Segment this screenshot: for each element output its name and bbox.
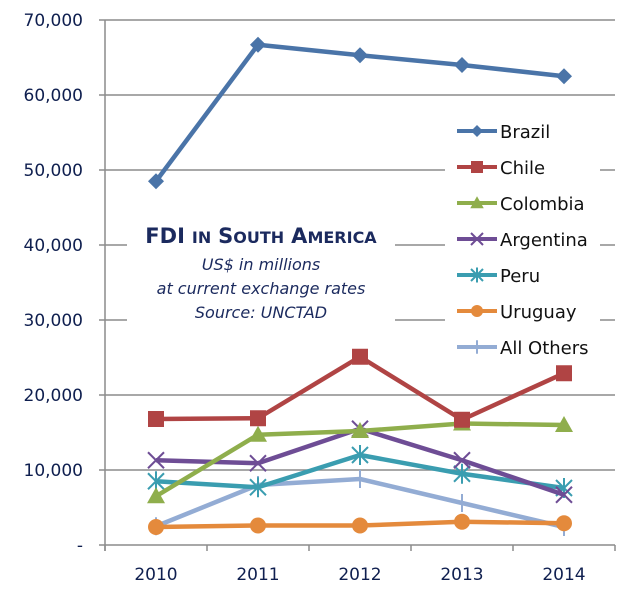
square-marker [454, 411, 470, 428]
diamond-marker [556, 68, 572, 85]
circle-marker [556, 515, 572, 532]
diamond-marker [148, 173, 164, 190]
x-marker [453, 451, 471, 469]
series-line [155, 354, 565, 422]
series-chile [148, 348, 572, 428]
y-axis-tick-labels: - 10,000 20,000 30,000 40,000 50,000 60,000 70,… [24, 11, 83, 556]
x-axis-tick-labels: 2010 2011 2012 2013 2014 [134, 565, 585, 585]
x-marker [147, 451, 165, 469]
legend-label: Peru [500, 266, 540, 287]
circle-marker [148, 519, 164, 535]
chart-subtitle-line-2: at current exchange rates [157, 279, 366, 298]
legend-item: Brazil [457, 122, 550, 143]
x-tick-label: 2011 [236, 565, 279, 585]
diamond-marker [454, 57, 470, 73]
square-marker [556, 365, 572, 382]
circle-marker [352, 517, 368, 534]
legend-item: Chile [457, 158, 545, 179]
legend-item: Colombia [457, 194, 585, 215]
legend: Brazil Chile Colombia Argentina Peru Uruguay A… [445, 112, 600, 364]
square-marker [471, 161, 483, 173]
triangle-marker [470, 196, 484, 209]
star-marker [249, 477, 267, 498]
triangle-marker [147, 487, 165, 504]
y-tick-label: 40,000 [24, 236, 83, 256]
y-tick-label: 50,000 [24, 161, 83, 181]
legend-label: Uruguay [500, 302, 577, 323]
legend-item: Peru [457, 266, 540, 287]
x-marker [470, 232, 484, 246]
x-tick-label: 2013 [440, 565, 483, 585]
star-marker [351, 445, 369, 465]
series-lines [147, 36, 573, 536]
x-tick-label: 2014 [542, 565, 585, 585]
legend-item: Argentina [457, 230, 588, 251]
legend-label: Argentina [500, 230, 588, 251]
triangle-marker [351, 422, 369, 438]
axes [104, 20, 616, 551]
chart-title: FDI IN SOUTH AMERICA [145, 224, 377, 248]
diamond-marker [250, 36, 266, 53]
legend-label: Chile [500, 158, 545, 179]
series-uruguay [148, 513, 572, 535]
circle-marker [250, 517, 266, 534]
square-marker [352, 348, 368, 365]
legend-item: All Others [457, 338, 589, 359]
x-marker [555, 486, 573, 504]
star-marker [470, 267, 484, 283]
legend-item: Uruguay [457, 302, 577, 323]
legend-label: Brazil [500, 122, 550, 143]
circle-marker [471, 305, 483, 317]
x-tick-label: 2012 [338, 565, 381, 585]
y-tick-label: 60,000 [24, 86, 83, 106]
chart-subtitle-line-3: Source: UNCTAD [195, 303, 327, 322]
y-tick-label: 70,000 [24, 11, 83, 31]
series-brazil [148, 36, 572, 190]
triangle-marker [555, 416, 573, 432]
y-tick-label: 10,000 [24, 461, 83, 481]
diamond-marker [352, 47, 368, 64]
chart-title-box: FDI IN SOUTH AMERICA US$ in millions at … [127, 222, 395, 326]
legend-label: Colombia [500, 194, 585, 215]
square-marker [148, 411, 164, 427]
chart-subtitle-line-1: US$ in millions [202, 255, 320, 274]
square-marker [250, 410, 266, 427]
y-tick-label: - [77, 536, 83, 556]
legend-label: All Others [500, 338, 589, 359]
y-tick-label: 20,000 [24, 386, 83, 406]
diamond-marker [471, 125, 483, 137]
title-background [127, 222, 395, 326]
triangle-marker [249, 425, 267, 442]
x-marker [249, 454, 267, 472]
circle-marker [454, 513, 470, 530]
x-tick-label: 2010 [134, 565, 177, 585]
y-tick-label: 30,000 [24, 311, 83, 331]
star-marker [453, 463, 471, 484]
